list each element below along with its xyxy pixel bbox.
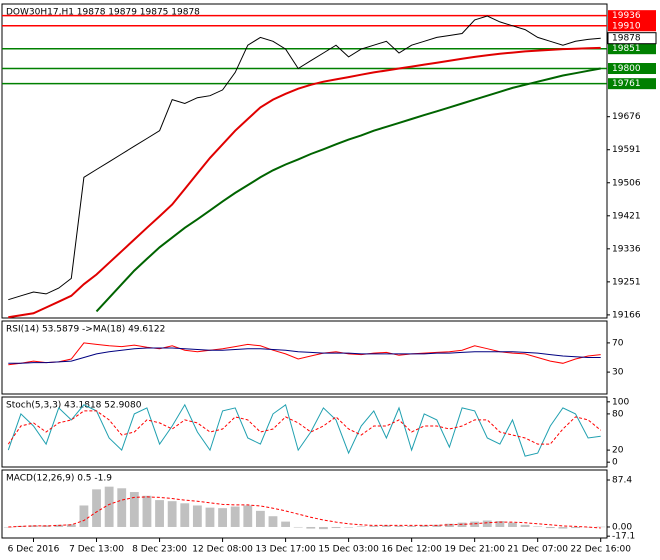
x-tick-label: 12 Dec 08:00 — [192, 545, 253, 555]
panel-frame — [1, 396, 608, 468]
series-line — [8, 15, 601, 301]
panel-frame — [1, 469, 608, 539]
histogram-bar — [268, 516, 278, 527]
histogram-bar — [180, 503, 190, 527]
histogram-bar — [205, 507, 215, 527]
series-line — [8, 496, 601, 529]
level-label-box — [608, 78, 656, 90]
histogram-bar — [306, 526, 316, 529]
histogram-bar — [117, 488, 127, 527]
y-tick-label: 19421 — [612, 211, 641, 221]
histogram-bar — [104, 486, 114, 527]
x-tick-label: 19 Dec 21:00 — [444, 545, 505, 555]
x-tick-label: 6 Dec 2016 — [8, 545, 60, 555]
level-label: 19761 — [612, 79, 641, 89]
histogram-bar — [331, 526, 341, 529]
histogram-bar — [230, 506, 240, 527]
histogram-bar — [142, 495, 152, 527]
y-tick-label: 19336 — [612, 244, 641, 254]
histogram-bar — [344, 526, 354, 528]
histogram-bar — [596, 526, 606, 528]
level-label: 19936 — [612, 11, 641, 21]
y-tick-label: 19506 — [612, 178, 641, 188]
histogram-bar — [432, 524, 442, 527]
y-tick-label: 100 — [612, 397, 629, 407]
histogram-bar — [394, 525, 404, 527]
histogram-bar — [129, 492, 139, 527]
histogram-bar — [382, 525, 391, 527]
level-label: 19910 — [612, 21, 641, 31]
x-tick-label: 7 Dec 13:00 — [69, 545, 124, 555]
panel-title: Stoch(5,3,3) 43.1818 52.9080 — [6, 401, 142, 411]
histogram-bar — [583, 526, 593, 528]
y-tick-label: 30 — [612, 368, 624, 378]
series-line — [95, 67, 601, 313]
panel-title: RSI(14) 53.5879 ->MA(18) 49.6122 — [6, 325, 165, 335]
histogram-bar — [54, 524, 64, 527]
histogram-bar — [293, 526, 303, 528]
level-label: 19851 — [612, 44, 641, 54]
level-label-box — [608, 10, 656, 22]
histogram-bar — [445, 523, 454, 527]
y-tick-label: 0 — [612, 458, 618, 468]
y-tick-label: 80 — [612, 409, 624, 419]
level-label-box — [608, 63, 656, 75]
histogram-bar — [155, 500, 164, 527]
series-line — [7, 410, 602, 445]
histogram-bar — [92, 489, 101, 527]
x-tick-label: 15 Dec 03:00 — [318, 545, 379, 555]
x-tick-label: 16 Dec 12:00 — [381, 545, 442, 555]
histogram-bar — [419, 525, 429, 527]
histogram-bar — [192, 505, 202, 527]
histogram-bar — [66, 524, 76, 527]
histogram-bar — [558, 526, 568, 529]
last-price-label: 19878 — [612, 34, 641, 44]
x-tick-label: 8 Dec 23:00 — [132, 545, 187, 555]
level-label-box — [608, 43, 656, 55]
y-tick-label: 19251 — [612, 277, 641, 287]
histogram-bar — [457, 522, 467, 527]
histogram-bar — [533, 526, 543, 527]
y-tick-label: 70 — [612, 338, 624, 348]
series-line — [8, 46, 601, 319]
series-line — [7, 403, 601, 457]
level-label-box — [608, 20, 656, 32]
y-tick-label: 19676 — [612, 112, 641, 122]
y-tick-label: -17.1 — [612, 532, 635, 542]
y-tick-label: 0.00 — [612, 522, 632, 532]
histogram-bar — [571, 526, 580, 529]
histogram-bar — [167, 501, 177, 527]
histogram-bar — [79, 505, 89, 527]
level-label: 19800 — [612, 64, 641, 74]
last-price-box — [607, 32, 657, 45]
histogram-bar — [520, 524, 530, 527]
y-tick-label: 87.4 — [612, 475, 632, 485]
panel-frame — [1, 3, 608, 319]
x-tick-label: 21 Dec 07:00 — [507, 545, 568, 555]
panel-title: MACD(12,26,9) 0.5 -1.9 — [6, 474, 112, 484]
histogram-bar — [369, 525, 379, 527]
x-tick-label: 22 Dec 16:00 — [570, 545, 631, 555]
histogram-bar — [482, 520, 492, 527]
y-tick-label: 19166 — [612, 310, 641, 320]
y-tick-label: 19591 — [612, 145, 641, 155]
histogram-bar — [356, 526, 366, 527]
histogram-bar — [495, 521, 505, 527]
x-tick-label: 13 Dec 17:00 — [255, 545, 316, 555]
histogram-bar — [407, 525, 417, 527]
panel-title: DOW30H17,H1 19878 19879 19875 19878 — [6, 8, 200, 18]
histogram-bar — [318, 526, 328, 530]
panel-frame — [1, 320, 608, 395]
y-tick-label: 20 — [612, 446, 624, 456]
histogram-bar — [545, 526, 555, 529]
histogram-bar — [255, 510, 265, 527]
histogram-bar — [508, 522, 517, 527]
histogram-bar — [243, 505, 253, 527]
histogram-bar — [3, 526, 13, 528]
histogram-bar — [281, 521, 291, 527]
series-line — [8, 347, 601, 364]
histogram-bar — [218, 508, 227, 527]
